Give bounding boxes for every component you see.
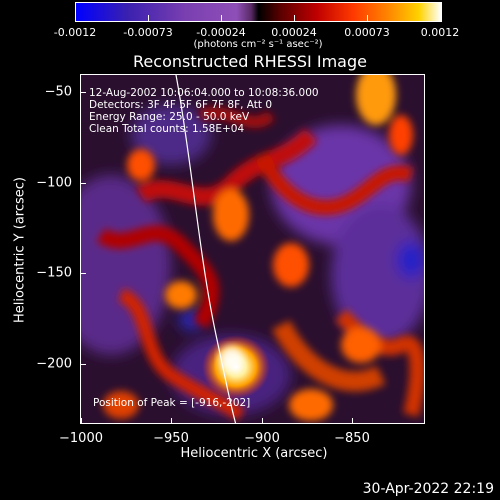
info-time-range: 12-Aug-2002 10:06:04.000 to 10:08:36.000: [89, 87, 319, 99]
solar-limb-line: [175, 75, 237, 423]
y-tick-mark: [80, 273, 86, 274]
flare-peak: [202, 335, 270, 399]
info-peak-position: Position of Peak = [-916,-202]: [93, 397, 251, 409]
x-tick-label: −1000: [59, 431, 103, 446]
x-tick-label: −850: [334, 431, 370, 446]
info-total-counts: Clean Total counts: 1.58E+04: [89, 123, 245, 135]
x-axis-label: Heliocentric X (arcsec): [180, 446, 328, 461]
y-tick-label: −200: [36, 356, 72, 372]
y-tick-label: −150: [36, 265, 72, 281]
colorbar-tick: [148, 15, 149, 21]
x-tick-mark: [262, 418, 263, 424]
x-tick-mark: [352, 418, 353, 424]
colorbar-unit: (photons cm⁻² s⁻¹ asec⁻²): [193, 39, 323, 50]
colorbar-tick: [294, 15, 295, 21]
rhessi-image-panel: 12-Aug-2002 10:06:04.000 to 10:08:36.000…: [80, 74, 425, 424]
colorbar-tick-label: -0.00073: [123, 26, 173, 39]
y-tick-label: −100: [36, 175, 72, 191]
colorbar-tick-label: -0.00024: [196, 26, 246, 39]
colorbar-tick-label: 0.00024: [271, 26, 317, 39]
footer-timestamp: 30-Apr-2022 22:19: [362, 481, 494, 497]
colorbar-tick-label: 0.00073: [344, 26, 390, 39]
x-tick-label: −950: [153, 431, 189, 446]
info-detectors: Detectors: 3F 4F 5F 6F 7F 8F, Att 0: [89, 99, 273, 111]
plot-title: Reconstructed RHESSI Image: [133, 52, 367, 71]
colorbar: [75, 2, 442, 22]
colorbar-tick: [367, 15, 368, 21]
y-tick-label: −50: [44, 84, 72, 100]
y-tick-mark: [80, 364, 86, 365]
x-tick-label: −900: [244, 431, 280, 446]
colorbar-tick-label: -0.0012: [53, 26, 97, 39]
y-tick-mark: [80, 183, 86, 184]
x-tick-mark: [81, 418, 82, 424]
colorbar-tick: [440, 15, 441, 21]
y-axis-label: Heliocentric Y (arcsec): [12, 177, 28, 323]
rhessi-image: [81, 75, 424, 423]
y-tick-mark: [80, 92, 86, 93]
colorbar-tick: [75, 15, 76, 21]
info-energy-range: Energy Range: 25.0 - 50.0 keV: [89, 111, 250, 123]
colorbar-tick: [221, 15, 222, 21]
colorbar-tick-label: 0.0012: [420, 26, 460, 39]
x-tick-mark: [171, 418, 172, 424]
